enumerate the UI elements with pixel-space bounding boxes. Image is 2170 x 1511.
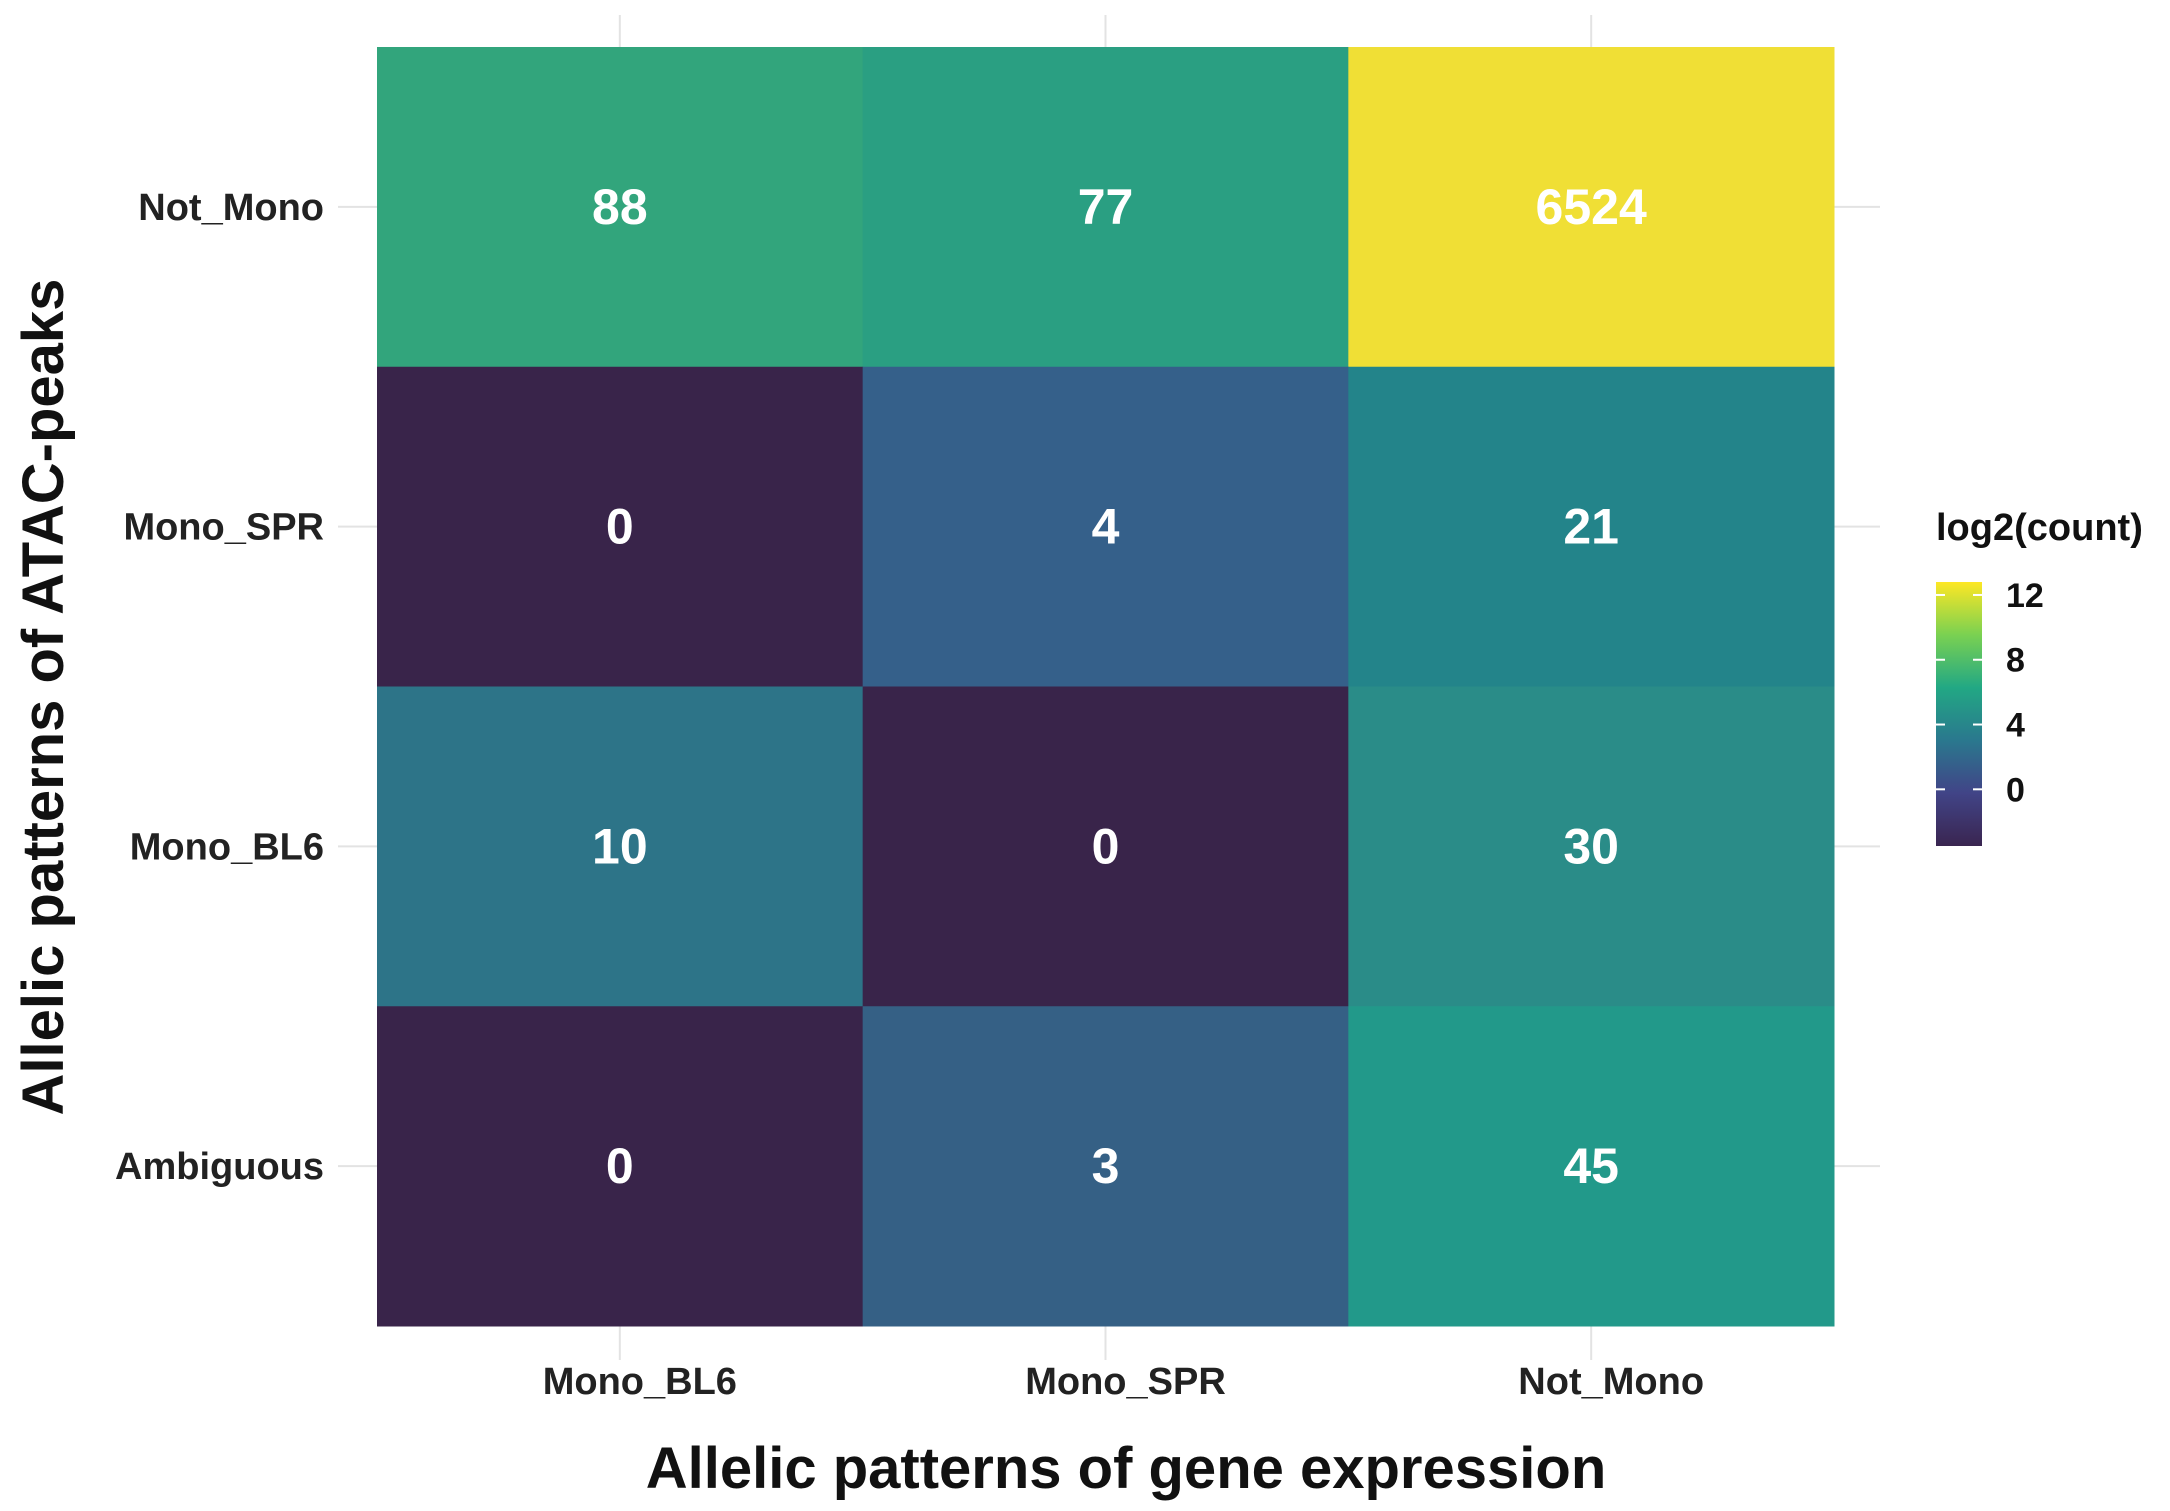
y-axis-tick-labels: Not_Mono Mono_SPR Mono_BL6 Ambiguous xyxy=(115,187,324,1188)
cell-value-label: 45 xyxy=(1563,1138,1619,1194)
heatmap-cell-ambiguous-mono-spr xyxy=(862,1006,1349,1327)
heatmap-cell-not-mono-mono-bl6 xyxy=(377,47,864,368)
legend-tick-label: 12 xyxy=(2006,577,2044,615)
x-axis-title: Allelic patterns of gene expression xyxy=(646,1436,1607,1501)
y-tick-label-mono-bl6: Mono_BL6 xyxy=(130,826,324,868)
heatmap-cell-mono-bl6-mono-bl6 xyxy=(377,686,864,1007)
cell-value-label: 77 xyxy=(1078,179,1134,235)
cell-value-label: 3 xyxy=(1092,1138,1120,1194)
legend-tick-label: 4 xyxy=(2006,707,2025,745)
y-tick-label-not-mono: Not_Mono xyxy=(138,187,324,229)
cell-value-label: 10 xyxy=(592,818,648,874)
cell-value-label: 88 xyxy=(592,179,648,235)
cell-value-label: 0 xyxy=(606,499,634,555)
heatmap-cells xyxy=(377,47,1835,1327)
heatmap-cell-mono-spr-not-mono xyxy=(1348,366,1835,687)
y-tick-label-ambiguous: Ambiguous xyxy=(115,1146,324,1188)
legend-tick-label: 0 xyxy=(2006,771,2025,809)
legend-colorbar xyxy=(1936,582,1982,846)
legend-ticks: 12 8 4 0 xyxy=(1936,577,2044,809)
y-axis-title: Allelic patterns of ATAC-peaks xyxy=(11,279,76,1116)
heatmap-cell-mono-bl6-mono-spr xyxy=(862,686,1349,1007)
heatmap-cell-mono-spr-mono-bl6 xyxy=(377,366,864,687)
cell-value-label: 21 xyxy=(1563,499,1619,555)
cell-value-label: 6524 xyxy=(1536,179,1647,235)
legend-title: log2(count) xyxy=(1936,507,2143,549)
y-tick-label-mono-spr: Mono_SPR xyxy=(123,507,324,549)
heatmap-cell-mono-spr-mono-spr xyxy=(862,366,1349,687)
heatmap-cell-ambiguous-mono-bl6 xyxy=(377,1006,864,1327)
cell-value-label: 30 xyxy=(1563,818,1619,874)
cell-value-label: 0 xyxy=(1092,818,1120,874)
heatmap-cell-not-mono-mono-spr xyxy=(862,47,1349,368)
cell-value-labels: 88 77 6524 0 4 21 10 0 30 0 3 45 xyxy=(592,179,1647,1194)
heatmap-cell-ambiguous-not-mono xyxy=(1348,1006,1835,1327)
heatmap-cell-not-mono-not-mono xyxy=(1348,47,1835,368)
x-tick-label-mono-bl6: Mono_BL6 xyxy=(543,1361,737,1403)
color-legend: log2(count) 12 8 4 0 xyxy=(1936,507,2143,846)
x-axis-tick-labels: Mono_BL6 Mono_SPR Not_Mono xyxy=(543,1361,1704,1403)
cell-value-label: 4 xyxy=(1092,499,1120,555)
cell-value-label: 0 xyxy=(606,1138,634,1194)
x-tick-label-mono-spr: Mono_SPR xyxy=(1025,1361,1226,1403)
x-tick-label-not-mono: Not_Mono xyxy=(1518,1361,1704,1403)
legend-tick-label: 8 xyxy=(2006,642,2025,680)
heatmap-cell-mono-bl6-not-mono xyxy=(1348,686,1835,1007)
